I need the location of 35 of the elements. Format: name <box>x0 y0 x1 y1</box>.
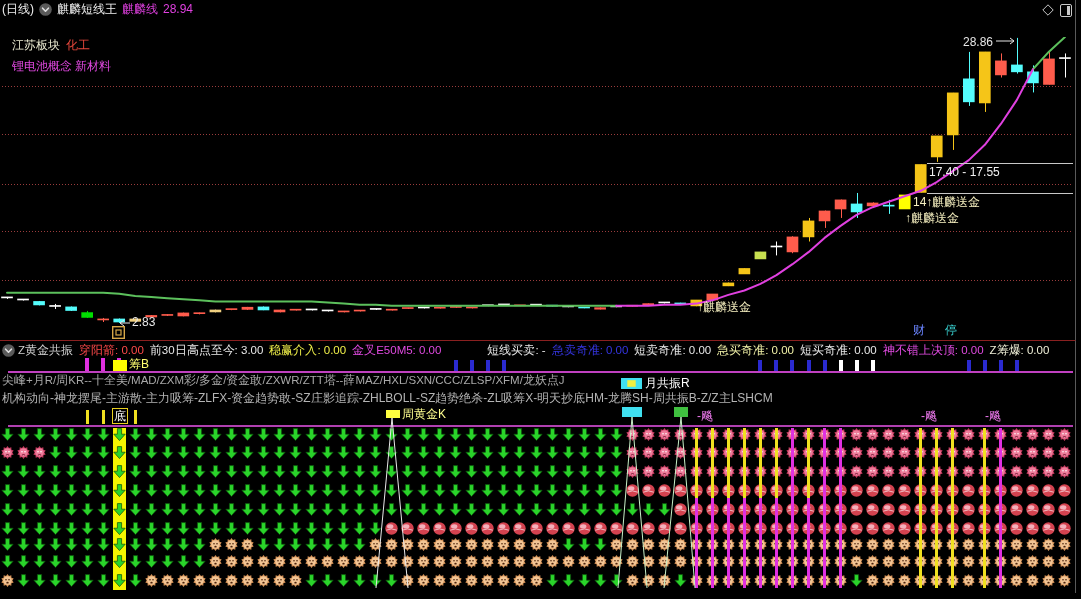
text: 短买奇准: 0.00 <box>799 343 877 357</box>
annotation: 化工 <box>66 38 90 53</box>
text: 机构动向-神龙摆尾-主游散-主力吸筹-ZLFX-资金趋势敢-SZ庄影追踪-ZHLBOLL-SZ趋势绝杀-ZL吸筹X-明天抄底HM-龙腾SH-周共振B-Z/Z主LSHCM <box>2 391 773 405</box>
annotation: 28.86 <box>962 35 994 50</box>
text: 短卖奇准: 0.00 <box>634 343 712 357</box>
text: 筹B <box>129 357 150 371</box>
annotation: 14↑麒麟送金 <box>913 195 981 210</box>
text: 前30日高点至今: 3.00 <box>149 343 264 357</box>
text: Z黄金共振 <box>18 343 74 357</box>
text: 28.94 <box>163 2 194 16</box>
text: 尖峰+月R/周KR--十全美/MAD/ZXM彩/多金/资金敢/ZXWR/ZTT塔--薛MAZ/HXL/SXN/CCC/ZLSP/XFM/龙妖点J <box>2 373 565 387</box>
text: 财 <box>913 323 925 338</box>
text: Z筹爆: 0.00 <box>989 343 1050 357</box>
text: 金叉E50M5: 0.00 <box>352 343 442 357</box>
text: 穿阳箭: 0.00 <box>79 343 144 357</box>
text: 急卖奇准: 0.00 <box>551 343 629 357</box>
text: 底 <box>112 408 128 424</box>
chart-title: (日线) <box>2 2 34 16</box>
text: 稳赢介入: 0.00 <box>269 343 347 357</box>
annotation: 江苏板块 <box>12 38 60 53</box>
text: 周黄金K <box>402 407 447 421</box>
text: 麒麟线 <box>122 2 158 16</box>
annotation: ↑麒麟送金 <box>697 300 751 315</box>
text: 月共振R <box>645 376 690 390</box>
annotation: 锂电池概念 新材料 <box>11 59 112 74</box>
chart-subtitle: 麒麟短线王 <box>57 2 117 16</box>
text: -飚 <box>921 409 937 423</box>
annotation: ↑麒麟送金 <box>905 211 959 226</box>
text: -飚 <box>697 409 713 423</box>
annotation: 2.83 <box>132 315 156 330</box>
text: 急买奇准: 0.00 <box>717 343 794 357</box>
text: -飚 <box>985 409 1001 423</box>
text: 神不错上决顶: 0.00 <box>882 343 984 357</box>
text: 停 <box>945 323 957 338</box>
text: 短线买卖: - <box>487 343 546 357</box>
